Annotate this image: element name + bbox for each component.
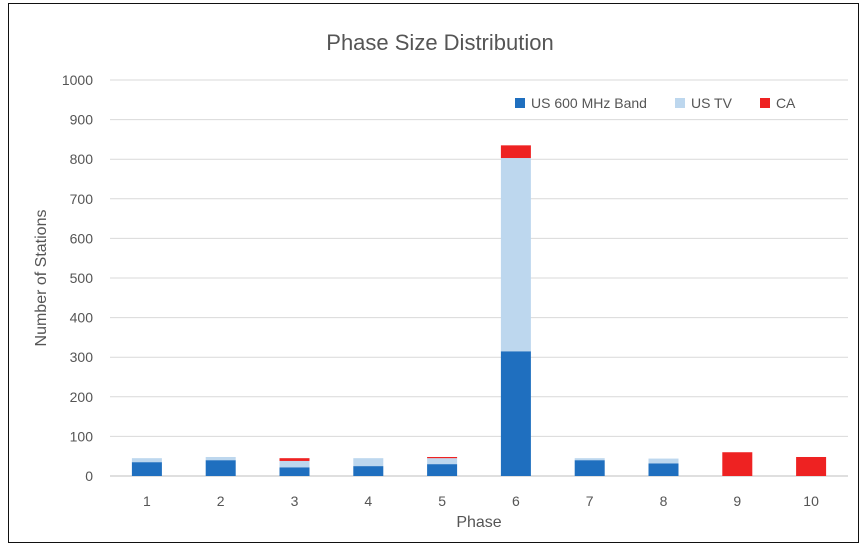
- legend-label-us-tv: US TV: [690, 95, 732, 111]
- bar-segment: [500, 145, 531, 159]
- y-tick-label: 300: [70, 349, 94, 365]
- y-tick-label: 400: [70, 310, 94, 326]
- y-tick-label: 1000: [62, 72, 93, 88]
- y-tick-label: 900: [70, 112, 94, 128]
- bar-segment: [427, 464, 458, 476]
- x-tick-label: 1: [143, 493, 151, 509]
- bar-segment: [279, 460, 310, 468]
- legend-swatch-ca: [759, 98, 770, 108]
- x-tick-label: 10: [803, 493, 819, 509]
- bar-segment: [279, 467, 310, 476]
- bar-segment: [205, 456, 236, 461]
- y-tick-label: 800: [70, 151, 94, 167]
- legend-swatch-us-tv: [674, 98, 685, 108]
- bar-segment: [500, 158, 531, 352]
- y-tick-label: 700: [70, 191, 94, 207]
- x-tick-label: 7: [586, 493, 594, 509]
- bar-segment: [131, 462, 162, 476]
- legend-item-ca: CA: [759, 95, 796, 111]
- y-tick-label: 600: [70, 230, 94, 246]
- bar-segment: [279, 458, 310, 461]
- chart-title: Phase Size Distribution: [326, 30, 554, 55]
- legend: US 600 MHz Band US TV CA: [515, 95, 795, 111]
- y-tick-label: 200: [70, 389, 94, 405]
- x-axis-title: Phase: [456, 514, 501, 531]
- x-tick-label: 2: [217, 493, 225, 509]
- legend-item-us-600-mhz-band: US 600 MHz Band: [515, 95, 647, 111]
- legend-label-us-600-mhz-band: US 600 MHz Band: [531, 95, 647, 111]
- bar-segment: [353, 466, 384, 476]
- chart-frame: [8, 3, 859, 543]
- legend-item-us-tv: US TV: [674, 95, 732, 111]
- bar-segment: [205, 460, 236, 476]
- y-tick-label: 0: [85, 468, 93, 484]
- legend-label-ca: CA: [775, 95, 796, 111]
- y-axis-title: Number of Stations: [33, 210, 50, 347]
- bar-segment: [500, 351, 531, 476]
- x-tick-label: 8: [660, 493, 668, 509]
- bar-segment: [574, 460, 605, 476]
- bar-segment: [574, 458, 605, 461]
- legend-swatch-us-600-mhz-band: [515, 98, 525, 108]
- x-tick-label: 5: [438, 493, 446, 509]
- x-tick-label: 4: [364, 493, 372, 509]
- bar-segment: [796, 456, 827, 476]
- bar-segment: [648, 463, 679, 476]
- bar-segment: [131, 458, 162, 463]
- bar-segment: [427, 458, 458, 465]
- bar-segment: [648, 458, 679, 464]
- y-tick-label: 500: [70, 270, 94, 286]
- bar-segment: [353, 458, 384, 467]
- x-tick-label: 6: [512, 493, 520, 509]
- x-tick-label: 3: [291, 493, 299, 509]
- x-tick-label: 9: [733, 493, 741, 509]
- bar-segment: [427, 456, 458, 459]
- bar-segment: [722, 452, 753, 476]
- y-tick-label: 100: [70, 428, 94, 444]
